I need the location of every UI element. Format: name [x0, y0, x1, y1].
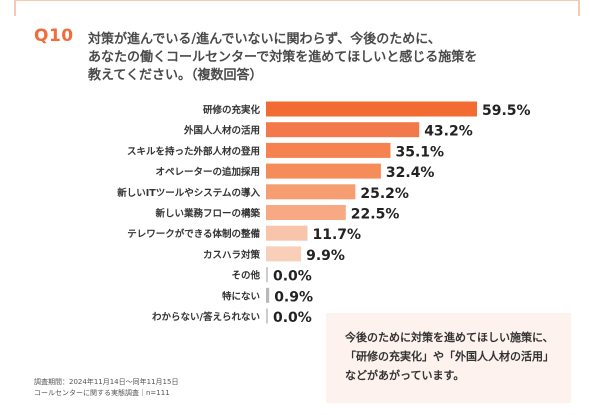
value-label: 22.5%: [351, 207, 400, 223]
category-label: 新しいITツールやシステムの導入: [117, 187, 260, 199]
category-label: わからない/答えられない: [152, 311, 260, 323]
value-label: 0.0%: [273, 269, 312, 285]
bar: [266, 267, 268, 283]
category-label: 外国人人材の活用: [183, 125, 260, 137]
category-label: カスハラ対策: [203, 249, 261, 261]
question-text-line-1: 対策が進んでいる/進んでいないに関わらず、今後のために、: [88, 32, 441, 47]
frame-right-corner: [578, 0, 580, 16]
question-number: Q10: [34, 26, 74, 46]
value-label: 35.1%: [395, 144, 444, 160]
bar: [266, 246, 302, 262]
value-label: 0.9%: [274, 289, 313, 305]
frame-top-border: [14, 0, 580, 1]
summary-note-line-2: 「研修の充実化」や「外国人人材の活用」: [345, 350, 554, 363]
question-text-line-2: あなたの働くコールセンターで対策を進めてほしいと感じる施策を: [88, 50, 478, 65]
value-label: 11.7%: [312, 227, 361, 243]
bar: [266, 287, 270, 303]
bar: [266, 101, 477, 117]
value-label: 9.9%: [306, 248, 345, 264]
category-label: 特にない: [222, 290, 260, 302]
bar: [266, 122, 420, 138]
bar: [266, 142, 391, 158]
value-label: 59.5%: [482, 103, 531, 119]
category-label: その他: [231, 270, 260, 282]
value-label: 0.0%: [273, 310, 312, 326]
survey-name: コールセンターに関する実態調査｜n=111: [34, 389, 170, 397]
value-label: 43.2%: [424, 124, 473, 140]
category-label: スキルを持った外部人材の登用: [127, 145, 260, 157]
category-label: 研修の充実化: [203, 104, 261, 116]
survey-period: 調査期間：2024年11月14日～同年11月15日: [34, 378, 179, 386]
category-label: 新しい業務フローの構築: [155, 208, 260, 220]
value-label: 32.4%: [386, 165, 435, 181]
question-text-line-3: 教えてください。（複数回答）: [88, 68, 263, 83]
bar: [266, 163, 381, 179]
category-label: テレワークができる体制の整備: [127, 228, 260, 240]
bar: [266, 308, 268, 324]
summary-note-line-1: 今後のために対策を進めてほしい施策に、: [345, 331, 554, 344]
bar: [266, 225, 308, 241]
value-label: 25.2%: [360, 186, 409, 202]
frame-left-corner: [14, 0, 16, 16]
category-label: オペレーターの追加採用: [155, 166, 260, 178]
bar: [266, 184, 356, 200]
summary-note-line-3: などがあがっています。: [345, 369, 465, 382]
summary-note-box: [326, 313, 571, 403]
bar: [266, 205, 346, 220]
